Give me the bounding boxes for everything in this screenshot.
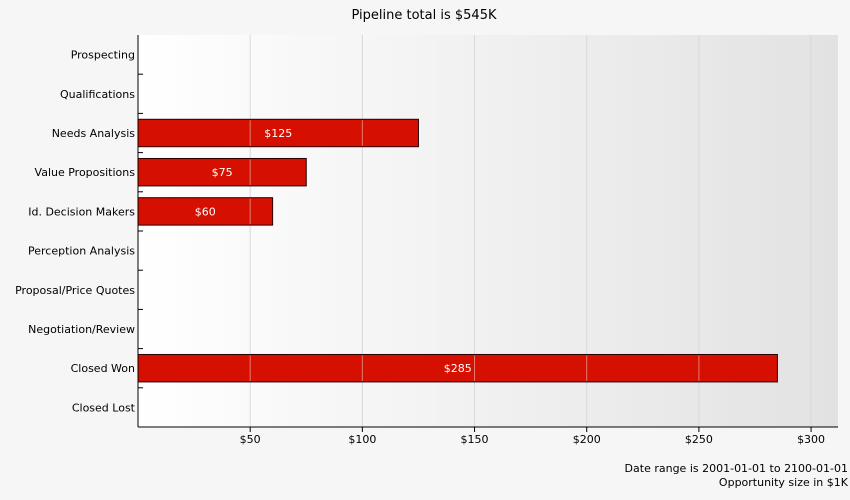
bar-data-label: $285 (444, 362, 472, 375)
x-tick-label: $100 (348, 433, 376, 446)
chart-footer: Date range is 2001-01-01 to 2100-01-01 O… (625, 462, 848, 490)
y-category-label: Needs Analysis (52, 127, 136, 140)
x-tick-label: $200 (573, 433, 601, 446)
x-tick-label: $300 (797, 433, 825, 446)
chart-title: Pipeline total is $545K (352, 8, 497, 23)
bar[interactable] (137, 118, 419, 148)
y-category-label: Closed Lost (72, 401, 136, 414)
y-category-label: Perception Analysis (28, 245, 135, 258)
x-tick-label: $150 (461, 433, 489, 446)
grid-lines (249, 35, 812, 427)
y-category-label: Proposal/Price Quotes (15, 284, 135, 297)
x-tick-label: $250 (685, 433, 713, 446)
date-range-note: Date range is 2001-01-01 to 2100-01-01 (624, 462, 848, 475)
y-category-label: Value Propositions (35, 166, 136, 179)
y-category-label: Prospecting (71, 49, 135, 62)
x-tick-label: $50 (240, 433, 261, 446)
bars (137, 118, 778, 383)
y-category-label: Negotiation/Review (28, 323, 135, 336)
size-unit-note: Opportunity size in $1K (718, 476, 848, 489)
y-category-label: Closed Won (71, 362, 135, 375)
y-category-label: Id. Decision Makers (28, 205, 135, 218)
axes (137, 35, 838, 432)
bar-data-label: $60 (195, 205, 216, 218)
labels: $50 $100 $150 $200 $250 $300 Prospecting Qualif… (15, 49, 825, 446)
bar[interactable] (137, 353, 778, 383)
bar[interactable] (137, 157, 307, 187)
bar-data-label: $125 (264, 127, 292, 140)
y-category-label: Qualifications (60, 88, 135, 101)
bar-data-label: $75 (212, 166, 233, 179)
